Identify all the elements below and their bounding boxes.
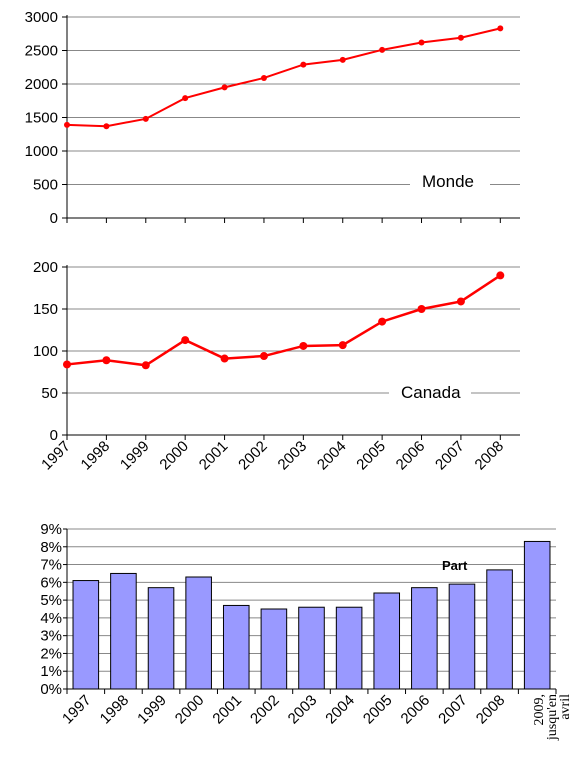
data-point [497, 25, 504, 32]
x-tick-label: 2002 [235, 438, 271, 474]
bar [486, 569, 513, 690]
y-tick-label: 1000 [25, 143, 58, 160]
series-label-box [410, 167, 490, 195]
data-point [300, 61, 307, 68]
x-tick-label: 2007 [435, 692, 471, 728]
x-tick-label: 2006 [398, 692, 434, 728]
series-line [66, 27, 501, 128]
x-tick-label: 2004 [314, 438, 350, 474]
y-tick-label: 2000 [25, 76, 58, 93]
x-tick-label: 1999 [117, 438, 153, 474]
x-tick-label-line: avril [558, 694, 573, 720]
x-tick-label: 2000 [156, 438, 192, 474]
bar [185, 576, 212, 690]
data-point [102, 356, 111, 365]
data-point [339, 56, 346, 63]
monde-line-chart: 0 500 1000 1500 2000 2500 3000 Monde [25, 9, 520, 227]
bar [222, 604, 250, 690]
y-tick-label: 0 [50, 210, 58, 227]
x-tick-label: 2001 [196, 438, 232, 474]
x-tick-label: 2000 [172, 692, 208, 728]
data-point [338, 341, 347, 350]
bar [373, 592, 401, 690]
y-tick-label: 4% [40, 610, 62, 627]
series-label: Monde [422, 172, 474, 191]
y-tick-label: 1500 [25, 110, 58, 127]
data-point [64, 121, 70, 128]
bar [110, 572, 137, 690]
x-tick-label: 2006 [393, 438, 429, 474]
data-point [379, 46, 386, 53]
x-tick-label: 2003 [285, 692, 321, 728]
y-tick-label: 2% [40, 645, 62, 662]
y-tick-label: 0 [50, 427, 58, 444]
x-tick-label: 1998 [97, 692, 133, 728]
data-point [182, 95, 189, 102]
y-tick-label: 7% [40, 557, 62, 574]
bar [260, 608, 288, 690]
data-point [63, 360, 71, 369]
data-point [142, 115, 149, 122]
y-tick-label: 3% [40, 628, 62, 645]
y-tick-label: 2500 [25, 43, 58, 60]
y-tick-label: 100 [33, 343, 58, 360]
data-point [220, 354, 229, 363]
data-point [141, 361, 150, 370]
x-tick-label: 2004 [322, 692, 358, 728]
bar [411, 587, 438, 690]
canada-line-chart: 0 50 100 150 200 1997 1998 1999 2000 2001 2002 2003… [33, 259, 520, 473]
data-point [259, 352, 268, 361]
data-point [456, 297, 465, 306]
bar [72, 580, 100, 690]
bar [448, 583, 476, 690]
series-label: Canada [401, 383, 461, 402]
x-tick-label: 2005 [353, 438, 389, 474]
y-tick-label: 3000 [25, 9, 58, 26]
y-tick-label: 8% [40, 539, 62, 556]
data-point [260, 74, 267, 81]
y-tick-label: 50 [41, 385, 58, 402]
x-tick-label: 2002 [247, 692, 283, 728]
x-tick-label: 2009,jusqu'enavril [532, 694, 573, 741]
series-label: Part [442, 558, 468, 573]
data-point [457, 34, 464, 41]
y-tick-label: 6% [40, 574, 62, 591]
y-tick-label: 9% [40, 521, 62, 538]
x-tick-label: 2001 [209, 692, 245, 728]
x-tick-label: 1998 [78, 438, 114, 474]
bar [335, 606, 363, 690]
series-label-box [389, 378, 471, 406]
x-tick-label: 2005 [360, 692, 396, 728]
y-tick-label: 0% [40, 681, 62, 698]
x-tick-label: 2003 [275, 438, 311, 474]
share-bar-chart: 0%1%2%3%4%5%6%7%8%9% 1997 1998 1999 2000 2001… [40, 521, 573, 741]
x-tick-label: 2008 [473, 692, 509, 728]
bar [523, 540, 551, 690]
data-point [417, 305, 426, 313]
y-tick-label: 200 [33, 259, 58, 276]
data-point [418, 39, 425, 46]
y-tick-label: 150 [33, 301, 58, 318]
x-tick-label: 1997 [38, 438, 74, 474]
bar [298, 606, 325, 690]
data-point [378, 317, 387, 326]
x-tick-label: 2008 [472, 438, 508, 474]
data-point [299, 341, 308, 350]
x-tick-label: 2007 [432, 438, 468, 474]
y-tick-label: 5% [40, 592, 62, 609]
y-tick-label: 500 [33, 177, 58, 194]
series-line [66, 274, 501, 367]
x-tick-label: 1999 [134, 692, 170, 728]
data-point [103, 123, 110, 130]
x-tick-label-line: 2009, [532, 694, 547, 726]
x-tick-label: 1997 [59, 692, 95, 728]
x-tick-label-line: jusqu'en [545, 694, 560, 741]
data-point [221, 84, 228, 91]
y-tick-label: 1% [40, 663, 62, 680]
bar [147, 587, 175, 690]
data-point [496, 271, 505, 280]
data-point [181, 336, 190, 345]
